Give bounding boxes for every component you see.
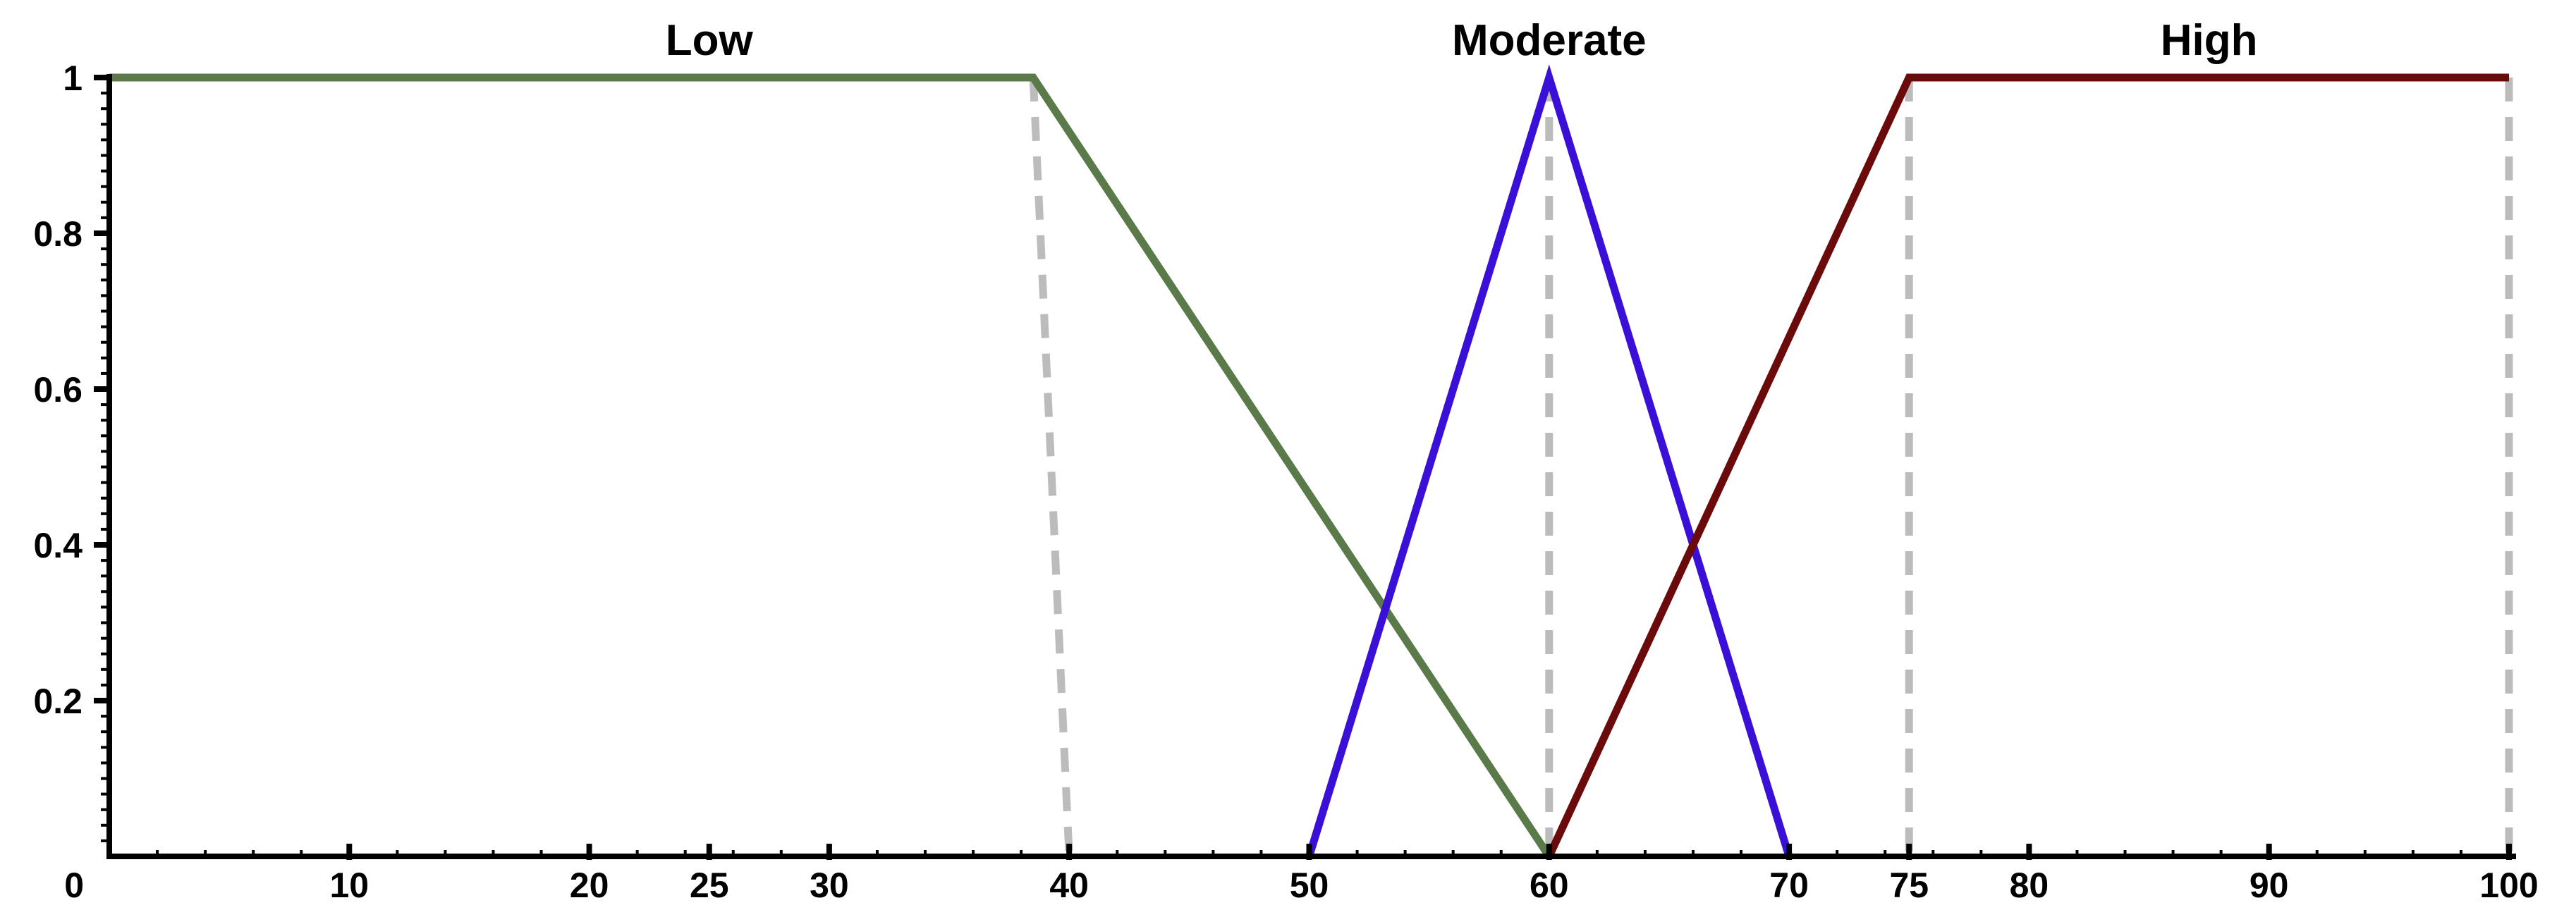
series-line-high: [1545, 73, 2509, 858]
x-tick-label: 0: [64, 866, 84, 905]
series-lines: [109, 64, 2509, 859]
series-label-high: High: [2161, 16, 2258, 65]
reference-lines: [1029, 77, 2513, 857]
x-tick-label: 25: [690, 866, 729, 905]
axes: [94, 74, 2516, 860]
y-tick-label: 0.6: [33, 370, 83, 410]
x-tick-label: 100: [2479, 866, 2538, 905]
x-tick-label: 50: [1290, 866, 1329, 905]
x-tick-label: 80: [2010, 866, 2049, 905]
y-tick-label: 0.2: [33, 682, 83, 721]
x-tick-label: 70: [1769, 866, 1809, 905]
x-tick-label: 75: [1889, 866, 1929, 905]
x-tick-label: 10: [329, 866, 369, 905]
x-tick-label: 20: [570, 866, 609, 905]
y-tick-label: 1: [63, 59, 83, 98]
x-tick-label: 60: [1530, 866, 1569, 905]
x-tick-label: 90: [2250, 866, 2289, 905]
reference-line-0: [1029, 77, 1073, 857]
y-tick-label: 0.8: [33, 214, 83, 254]
y-tick-label: 0.4: [33, 526, 83, 565]
x-tick-label: 40: [1049, 866, 1089, 905]
series-label-moderate: Moderate: [1452, 16, 1647, 65]
series-labels: Low Moderate High: [666, 16, 2258, 65]
tick-labels: 0 10 20 25 30 40 50 60 70 75 80 90 100 0.2 0.4 0.6 0.8 1: [33, 59, 2538, 905]
series-line-moderate: [1305, 64, 1793, 858]
series-label-low: Low: [666, 16, 754, 65]
series-line-low: [109, 73, 1553, 859]
x-tick-label: 30: [810, 866, 849, 905]
